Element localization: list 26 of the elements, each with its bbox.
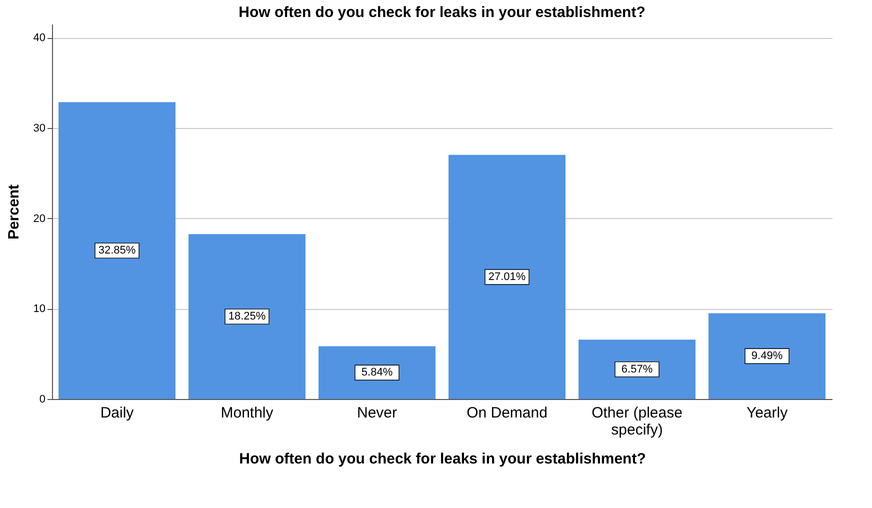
data-label: 32.85% [98, 244, 136, 257]
y-tick-label: 20 [33, 212, 46, 225]
data-label: 6.57% [621, 363, 653, 376]
data-label: 5.84% [361, 366, 393, 379]
bar [578, 340, 696, 399]
bar [318, 346, 436, 399]
x-tick-label: Monthly [220, 404, 274, 422]
x-tick-label: Daily [100, 404, 134, 422]
data-label: 18.25% [228, 310, 266, 323]
x-tick-label: Never [356, 404, 398, 422]
y-axis-title: Percent [5, 184, 22, 240]
y-tick-label: 30 [33, 122, 46, 134]
x-tick-label: On Demand [466, 404, 548, 422]
bar [448, 154, 566, 399]
x-axis-title: How often do you check for leaks in your establishment? [239, 450, 646, 468]
x-tick-label: Yearly [746, 404, 788, 422]
bar [708, 313, 826, 399]
bar [188, 234, 306, 399]
x-tick-label: Other (please specify) [592, 404, 682, 438]
y-tick-label: 0 [39, 394, 46, 406]
y-tick-label: 40 [33, 32, 46, 44]
chart-title: How often do you check for leaks in your establishment? [238, 4, 646, 21]
data-label: 9.49% [751, 350, 783, 362]
bar [58, 102, 176, 399]
y-tick-label: 10 [33, 303, 46, 316]
data-label: 27.01% [488, 270, 526, 283]
